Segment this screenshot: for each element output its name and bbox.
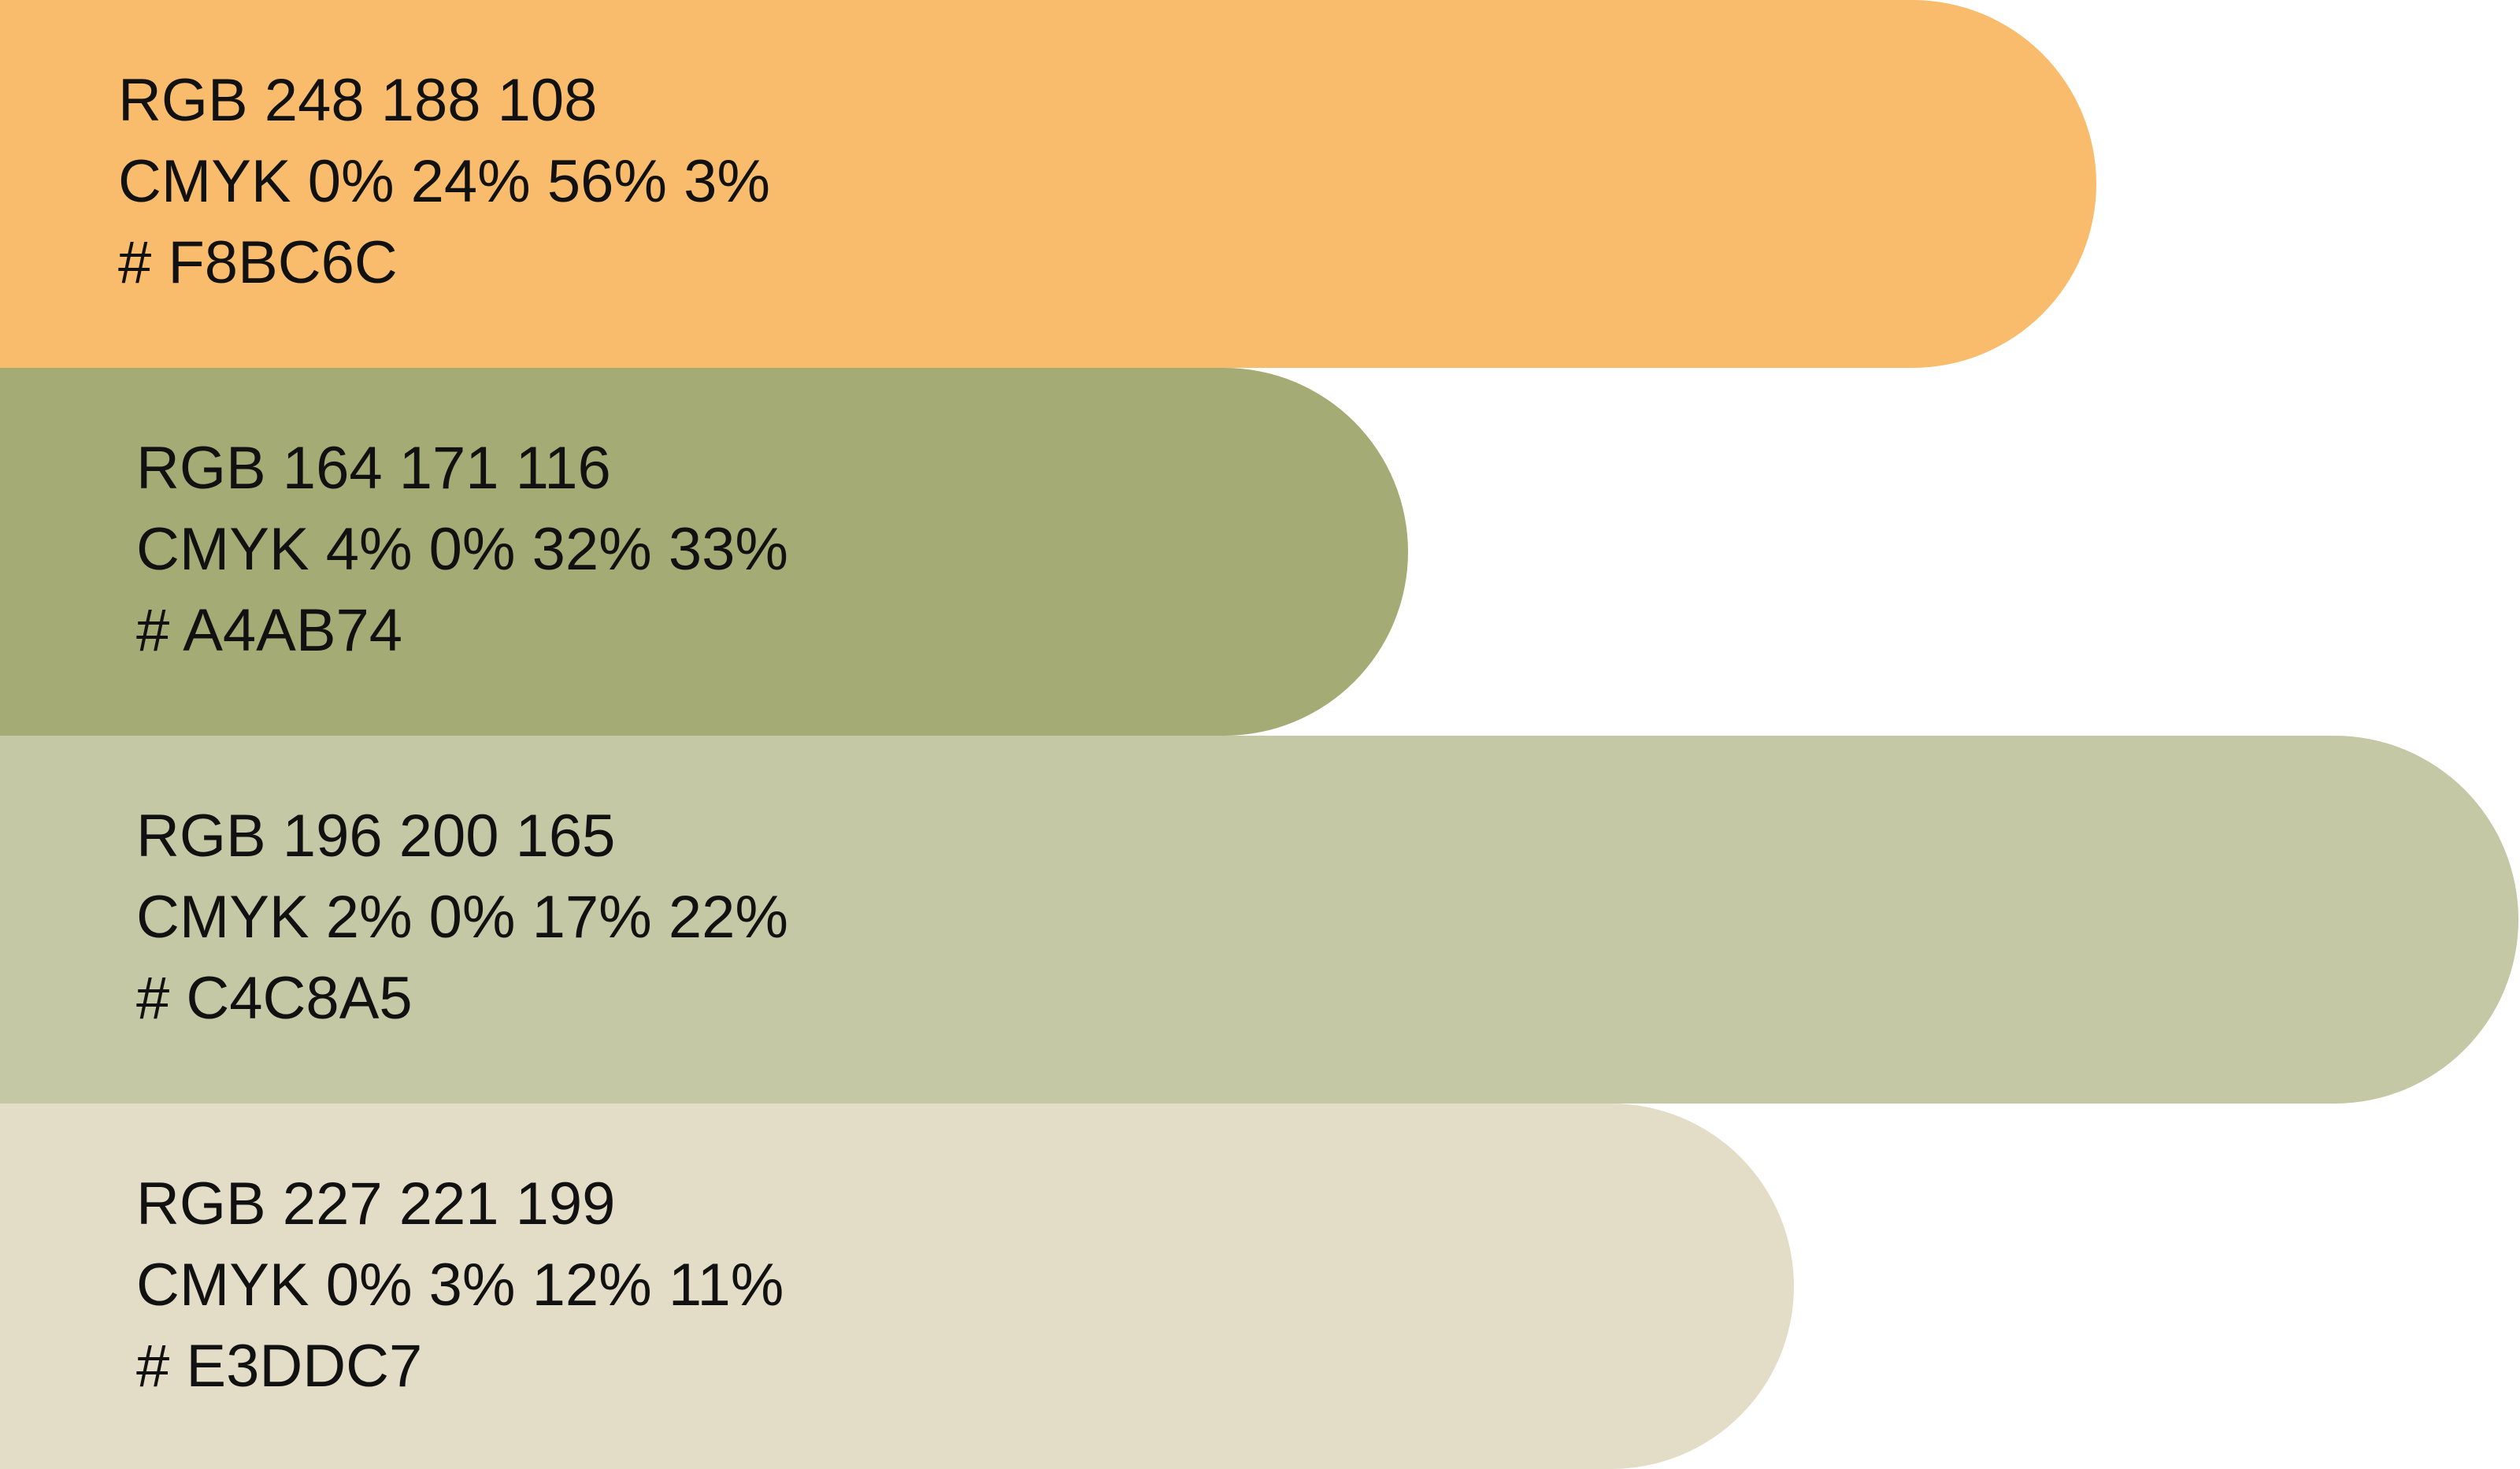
cmyk-text: CMYK 0% 3% 12% 11% (136, 1252, 784, 1319)
cmyk-text: CMYK 0% 24% 56% 3% (118, 148, 770, 215)
cmyk-text: CMYK 4% 0% 32% 33% (136, 516, 788, 583)
color-swatch: RGB 196 200 165 CMYK 2% 0% 17% 22% # C4C8A… (0, 736, 2518, 1104)
rgb-text: RGB 196 200 165 (136, 803, 616, 870)
color-swatch: RGB 227 221 199 CMYK 0% 3% 12% 11% # E3DDC… (0, 1104, 1794, 1469)
hex-text: # F8BC6C (118, 229, 398, 296)
color-swatch: RGB 248 188 108 CMYK 0% 24% 56% 3% # F8BC6… (0, 0, 2096, 368)
rgb-text: RGB 164 171 116 (136, 435, 611, 502)
rgb-text: RGB 248 188 108 (118, 67, 598, 134)
hex-text: # E3DDC7 (136, 1333, 423, 1400)
rgb-text: RGB 227 221 199 (136, 1170, 616, 1237)
hex-text: # C4C8A5 (136, 965, 413, 1032)
hex-text: # A4AB74 (136, 597, 403, 664)
cmyk-text: CMYK 2% 0% 17% 22% (136, 884, 788, 951)
color-swatch: RGB 164 171 116 CMYK 4% 0% 32% 33% # A4AB7… (0, 368, 1408, 736)
